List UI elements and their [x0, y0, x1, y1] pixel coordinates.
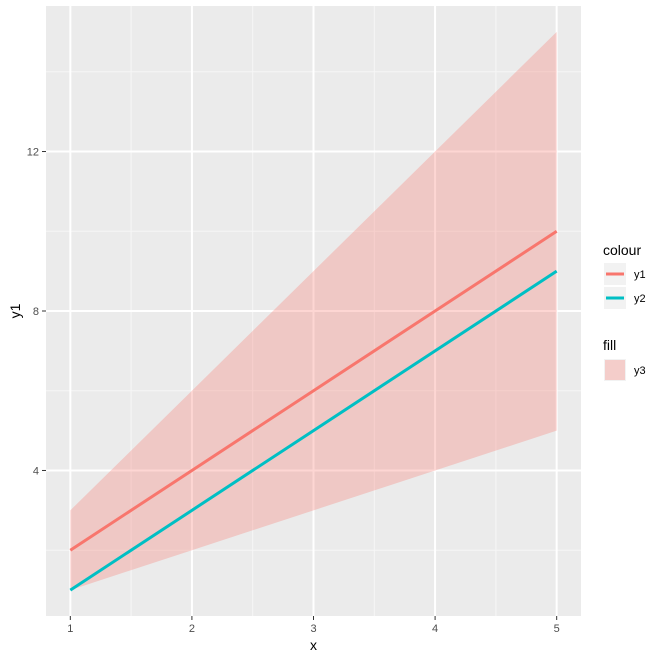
line-layer [69, 230, 558, 592]
legend-title-fill: fill [603, 337, 616, 353]
legend-label-y1: y1 [634, 269, 646, 281]
ribbon-y3 [70, 31, 557, 591]
legend-label-y2: y2 [634, 293, 646, 305]
legend-key-y3 [605, 360, 625, 380]
legend-title-colour: colour [603, 242, 641, 258]
x-axis-title: x [310, 637, 317, 653]
major-gridlines [46, 6, 581, 616]
legend-key-bg [604, 359, 626, 381]
x-tick-label: 3 [310, 623, 316, 635]
legend: colour y1 y2 fill y3 [603, 242, 646, 381]
ribbon-layer [70, 31, 557, 591]
y-tick-label: 8 [33, 306, 39, 318]
series-line-y2 [69, 269, 558, 592]
x-tick-label: 1 [67, 623, 73, 635]
x-tick-label: 2 [189, 623, 195, 635]
y-tick-label: 12 [27, 147, 39, 159]
x-tick-label: 5 [554, 623, 560, 635]
x-tick-label: 4 [432, 623, 438, 635]
legend-label-y3: y3 [634, 365, 646, 377]
y-axis-title: y1 [7, 303, 23, 318]
y-tick-label: 4 [33, 465, 39, 477]
series-line-y1 [69, 230, 558, 552]
